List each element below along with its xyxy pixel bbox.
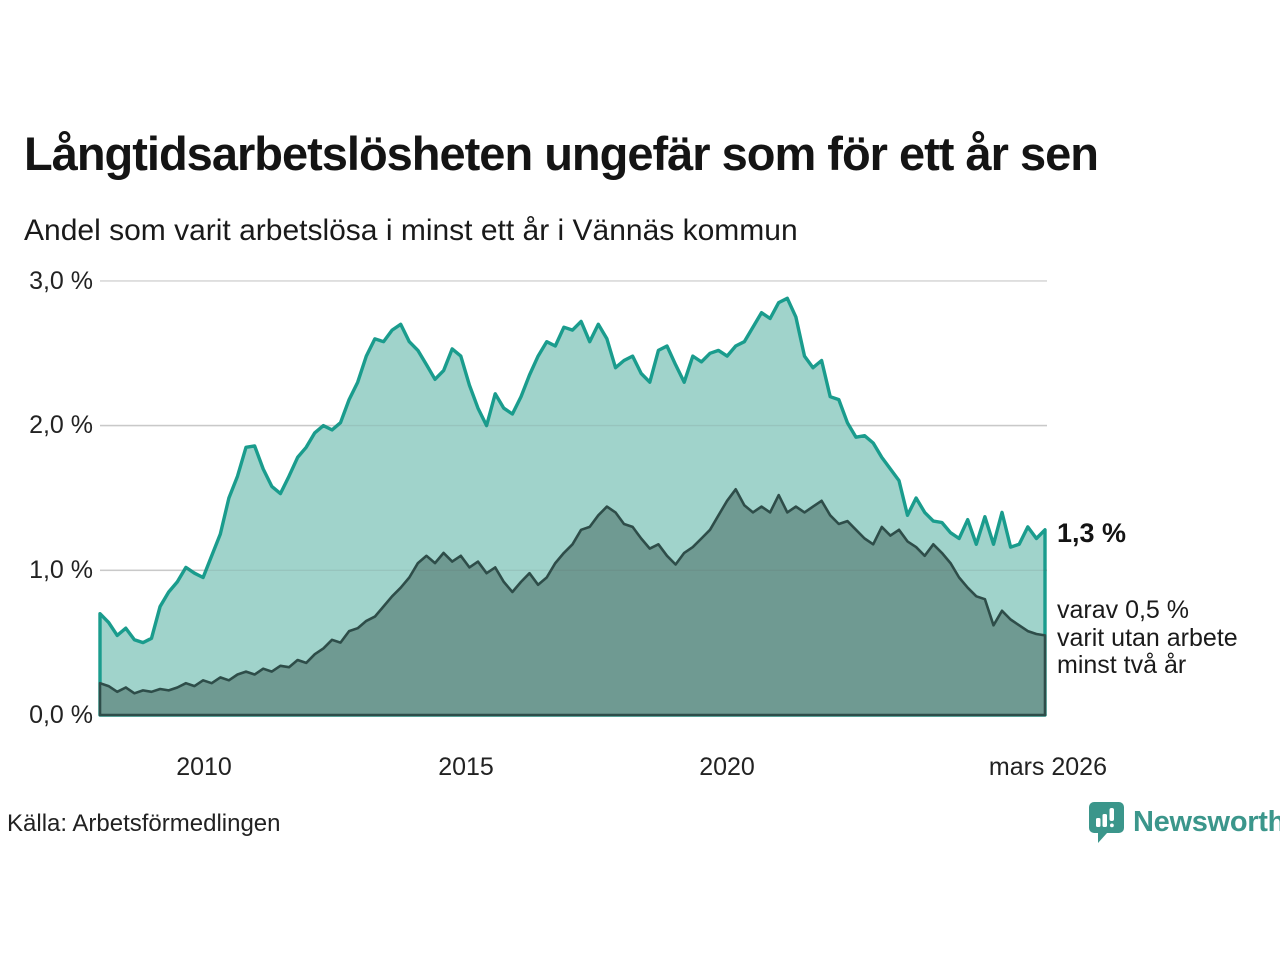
y-tick-label: 1,0 % [29, 556, 93, 584]
newsworthy-logo-icon [1089, 802, 1124, 843]
newsworthy-logo-text: Newsworthy [1133, 806, 1280, 838]
y-tick-label: 3,0 % [29, 267, 93, 295]
note-line: varav 0,5 % [1057, 596, 1190, 624]
series-area-min-two-years [98, 488, 1047, 717]
latest-value-label: 1,3 % [1057, 518, 1127, 548]
chart-subtitle: Andel som varit arbetslösa i minst ett å… [24, 214, 798, 247]
newsworthy-logo: Newsworthy [1088, 801, 1280, 845]
note-line: varit utan arbete [1057, 623, 1238, 652]
x-tick-label: mars 2026 [988, 753, 1107, 781]
y-tick-label: 0,0 % [29, 701, 93, 729]
y-tick-label: 2,0 % [29, 411, 93, 439]
note-line: minst två år [1057, 651, 1187, 679]
x-tick-label: 2020 [699, 753, 755, 781]
x-tick-label: 2010 [176, 753, 232, 781]
latest-subvalue-note: varav 0,5 % varit utan arbete minst två … [1057, 596, 1238, 680]
x-tick-label: 2015 [438, 753, 494, 781]
page-title: Långtidsarbetslösheten ungefär som för e… [24, 127, 1099, 180]
source-attribution: Källa: Arbetsförmedlingen [7, 810, 281, 837]
